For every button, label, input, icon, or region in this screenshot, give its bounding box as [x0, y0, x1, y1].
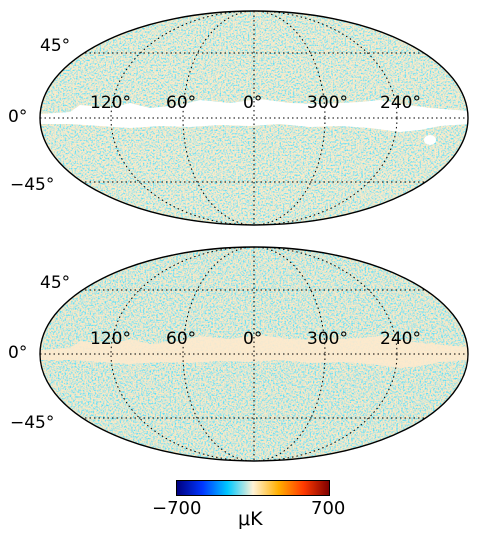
lon-label-240: 240° — [380, 329, 421, 349]
map-outline — [39, 10, 469, 226]
lat-label-neg45: −45° — [10, 413, 55, 433]
mollweide-projection-bottom — [39, 246, 469, 462]
lon-label-120: 120° — [90, 93, 131, 113]
lon-label-240: 240° — [380, 93, 421, 113]
lat-label-0: 0° — [8, 107, 28, 127]
colorbar-unit-label: μK — [238, 508, 263, 530]
lon-label-300: 300° — [307, 93, 348, 113]
colorbar-max-label: 700 — [311, 498, 346, 519]
sky-map-top: 45° 0° −45° 120° 60° 0° 300° 240° — [0, 0, 480, 232]
lat-label-0: 0° — [8, 343, 28, 363]
lon-label-60: 60° — [166, 93, 197, 113]
mollweide-projection-top — [39, 10, 469, 226]
lat-label-45: 45° — [40, 36, 71, 56]
lon-label-0: 0° — [243, 93, 263, 113]
lon-label-300: 300° — [307, 329, 348, 349]
colorbar-min-label: −700 — [152, 498, 202, 519]
lon-label-120: 120° — [90, 329, 131, 349]
galactic-mask — [40, 99, 468, 132]
inpainted-region — [40, 335, 468, 368]
map-outline — [39, 246, 469, 462]
lat-label-45: 45° — [40, 273, 71, 293]
colorbar: −700 700 μK — [0, 472, 480, 536]
lon-label-60: 60° — [166, 329, 197, 349]
lat-label-neg45: −45° — [10, 175, 55, 195]
sky-map-bottom: 45° 0° −45° 120° 60° 0° 300° 240° — [0, 240, 480, 472]
colorbar-gradient — [176, 480, 330, 496]
lon-label-0: 0° — [243, 329, 263, 349]
